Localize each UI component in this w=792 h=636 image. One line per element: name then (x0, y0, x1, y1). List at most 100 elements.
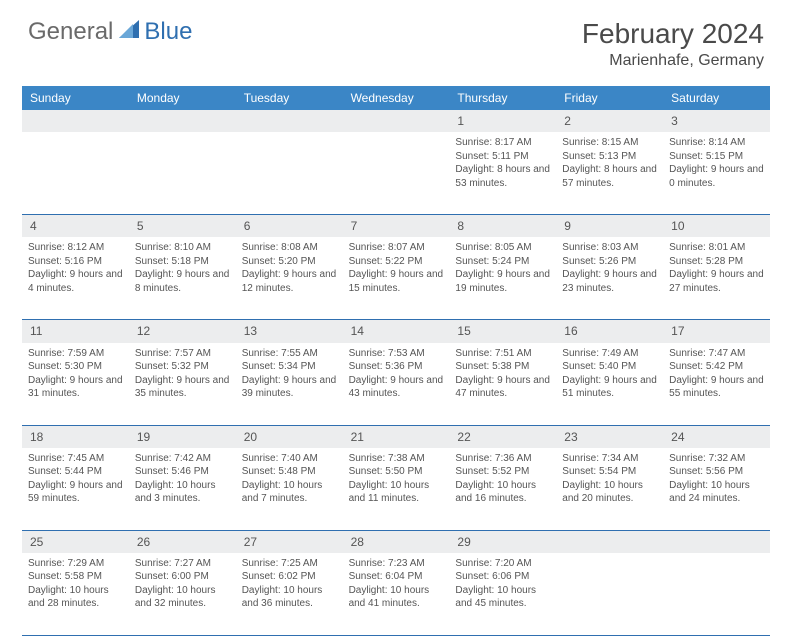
daylight-text: Daylight: 9 hours and 39 minutes. (242, 374, 337, 401)
day-cell: Sunrise: 7:55 AMSunset: 5:34 PMDaylight:… (236, 343, 343, 425)
day-cell (556, 553, 663, 635)
sunset-text: Sunset: 6:02 PM (242, 570, 337, 584)
sunrise-text: Sunrise: 7:53 AM (349, 347, 444, 361)
day-cell: Sunrise: 7:40 AMSunset: 5:48 PMDaylight:… (236, 448, 343, 530)
sunset-text: Sunset: 5:48 PM (242, 465, 337, 479)
week-number-row: 18192021222324 (22, 426, 770, 448)
day-cell: Sunrise: 7:32 AMSunset: 5:56 PMDaylight:… (663, 448, 770, 530)
week-number-row: 45678910 (22, 215, 770, 237)
daylight-text: Daylight: 10 hours and 24 minutes. (669, 479, 764, 506)
day-number: 25 (22, 531, 129, 553)
weekday-header: Tuesday (236, 86, 343, 110)
daylight-text: Daylight: 9 hours and 8 minutes. (135, 268, 230, 295)
daylight-text: Daylight: 9 hours and 47 minutes. (455, 374, 550, 401)
day-cell: Sunrise: 7:49 AMSunset: 5:40 PMDaylight:… (556, 343, 663, 425)
sunrise-text: Sunrise: 7:38 AM (349, 452, 444, 466)
day-number (236, 110, 343, 132)
day-number (556, 531, 663, 553)
sunrise-text: Sunrise: 7:47 AM (669, 347, 764, 361)
sunrise-text: Sunrise: 8:01 AM (669, 241, 764, 255)
day-cell: Sunrise: 8:12 AMSunset: 5:16 PMDaylight:… (22, 237, 129, 319)
sunrise-text: Sunrise: 7:42 AM (135, 452, 230, 466)
sunrise-text: Sunrise: 7:25 AM (242, 557, 337, 571)
logo-text-blue: Blue (144, 18, 192, 46)
sunset-text: Sunset: 5:52 PM (455, 465, 550, 479)
logo-sail-icon (119, 20, 141, 45)
daylight-text: Daylight: 9 hours and 43 minutes. (349, 374, 444, 401)
week-detail-row: Sunrise: 7:45 AMSunset: 5:44 PMDaylight:… (22, 448, 770, 531)
daylight-text: Daylight: 9 hours and 59 minutes. (28, 479, 123, 506)
day-number: 29 (449, 531, 556, 553)
day-number: 23 (556, 426, 663, 448)
sunrise-text: Sunrise: 7:57 AM (135, 347, 230, 361)
sunrise-text: Sunrise: 7:34 AM (562, 452, 657, 466)
weekday-header: Monday (129, 86, 236, 110)
day-number: 17 (663, 320, 770, 342)
sunset-text: Sunset: 5:26 PM (562, 255, 657, 269)
day-cell (129, 132, 236, 214)
day-number: 16 (556, 320, 663, 342)
day-cell: Sunrise: 7:34 AMSunset: 5:54 PMDaylight:… (556, 448, 663, 530)
sunrise-text: Sunrise: 7:55 AM (242, 347, 337, 361)
sunrise-text: Sunrise: 7:23 AM (349, 557, 444, 571)
day-cell: Sunrise: 7:51 AMSunset: 5:38 PMDaylight:… (449, 343, 556, 425)
day-cell: Sunrise: 8:17 AMSunset: 5:11 PMDaylight:… (449, 132, 556, 214)
sunset-text: Sunset: 5:56 PM (669, 465, 764, 479)
sunset-text: Sunset: 5:40 PM (562, 360, 657, 374)
day-cell: Sunrise: 8:01 AMSunset: 5:28 PMDaylight:… (663, 237, 770, 319)
day-cell (343, 132, 450, 214)
weekday-header: Sunday (22, 86, 129, 110)
day-number: 28 (343, 531, 450, 553)
day-number: 27 (236, 531, 343, 553)
daylight-text: Daylight: 9 hours and 12 minutes. (242, 268, 337, 295)
sunset-text: Sunset: 5:28 PM (669, 255, 764, 269)
daylight-text: Daylight: 9 hours and 19 minutes. (455, 268, 550, 295)
daylight-text: Daylight: 10 hours and 3 minutes. (135, 479, 230, 506)
sunrise-text: Sunrise: 8:05 AM (455, 241, 550, 255)
daylight-text: Daylight: 10 hours and 41 minutes. (349, 584, 444, 611)
weeks-container: 123Sunrise: 8:17 AMSunset: 5:11 PMDaylig… (22, 110, 770, 636)
day-number: 5 (129, 215, 236, 237)
day-cell: Sunrise: 7:25 AMSunset: 6:02 PMDaylight:… (236, 553, 343, 635)
logo: General Blue (28, 18, 192, 46)
sunrise-text: Sunrise: 7:36 AM (455, 452, 550, 466)
daylight-text: Daylight: 9 hours and 27 minutes. (669, 268, 764, 295)
day-number: 22 (449, 426, 556, 448)
daylight-text: Daylight: 9 hours and 35 minutes. (135, 374, 230, 401)
day-cell: Sunrise: 7:47 AMSunset: 5:42 PMDaylight:… (663, 343, 770, 425)
sunset-text: Sunset: 6:00 PM (135, 570, 230, 584)
sunset-text: Sunset: 5:30 PM (28, 360, 123, 374)
daylight-text: Daylight: 9 hours and 15 minutes. (349, 268, 444, 295)
day-cell (663, 553, 770, 635)
day-cell: Sunrise: 7:23 AMSunset: 6:04 PMDaylight:… (343, 553, 450, 635)
sunrise-text: Sunrise: 8:12 AM (28, 241, 123, 255)
weekday-header: Saturday (663, 86, 770, 110)
week-number-row: 11121314151617 (22, 320, 770, 342)
day-number: 19 (129, 426, 236, 448)
sunset-text: Sunset: 5:11 PM (455, 150, 550, 164)
location: Marienhafe, Germany (582, 52, 764, 70)
day-cell: Sunrise: 7:38 AMSunset: 5:50 PMDaylight:… (343, 448, 450, 530)
daylight-text: Daylight: 10 hours and 36 minutes. (242, 584, 337, 611)
day-number: 11 (22, 320, 129, 342)
sunrise-text: Sunrise: 8:17 AM (455, 136, 550, 150)
day-number: 26 (129, 531, 236, 553)
sunset-text: Sunset: 5:38 PM (455, 360, 550, 374)
sunrise-text: Sunrise: 7:45 AM (28, 452, 123, 466)
week-number-row: 2526272829 (22, 531, 770, 553)
day-cell (22, 132, 129, 214)
daylight-text: Daylight: 10 hours and 11 minutes. (349, 479, 444, 506)
day-number: 15 (449, 320, 556, 342)
sunrise-text: Sunrise: 7:29 AM (28, 557, 123, 571)
day-cell: Sunrise: 8:03 AMSunset: 5:26 PMDaylight:… (556, 237, 663, 319)
day-number: 9 (556, 215, 663, 237)
day-number: 1 (449, 110, 556, 132)
sunrise-text: Sunrise: 7:20 AM (455, 557, 550, 571)
sunrise-text: Sunrise: 7:27 AM (135, 557, 230, 571)
sunset-text: Sunset: 5:20 PM (242, 255, 337, 269)
day-number (129, 110, 236, 132)
day-cell: Sunrise: 7:53 AMSunset: 5:36 PMDaylight:… (343, 343, 450, 425)
week-detail-row: Sunrise: 8:12 AMSunset: 5:16 PMDaylight:… (22, 237, 770, 320)
day-cell: Sunrise: 7:42 AMSunset: 5:46 PMDaylight:… (129, 448, 236, 530)
day-cell: Sunrise: 7:27 AMSunset: 6:00 PMDaylight:… (129, 553, 236, 635)
